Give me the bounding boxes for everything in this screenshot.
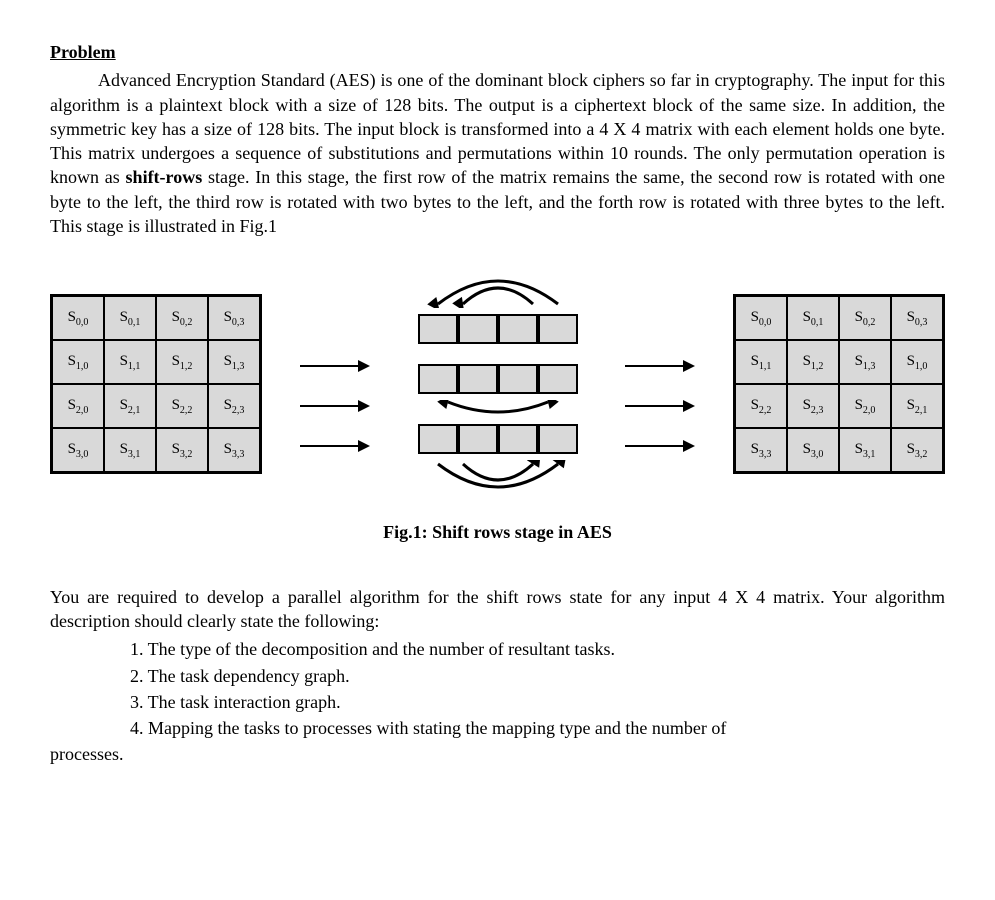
req-1: 1. The type of the decomposition and the… <box>130 637 945 661</box>
sub: 3,3 <box>759 449 772 460</box>
sub: 1,2 <box>811 361 824 372</box>
sub: 3,2 <box>915 449 928 460</box>
sub: 0,2 <box>180 317 193 328</box>
sub: 1,2 <box>180 361 193 372</box>
cell: S2,1 <box>104 384 156 428</box>
sub: 0,1 <box>128 317 141 328</box>
cell: S0,1 <box>104 296 156 341</box>
cell: S3,0 <box>52 428 105 473</box>
figure-caption: Fig.1: Shift rows stage in AES <box>50 520 945 544</box>
req-3: 3. The task interaction graph. <box>130 690 945 714</box>
cell: S2,0 <box>52 384 105 428</box>
sub: 1,1 <box>759 361 772 372</box>
rot-row-1 <box>418 314 578 344</box>
sub: 2,1 <box>128 405 141 416</box>
sub: 1,3 <box>232 361 245 372</box>
cell: S3,3 <box>735 428 788 473</box>
cell: S0,1 <box>787 296 839 341</box>
cell: S1,3 <box>839 340 891 384</box>
sub: 0,3 <box>232 317 245 328</box>
sub: 0,0 <box>759 317 772 328</box>
sub: 2,1 <box>915 405 928 416</box>
arrow-icon <box>625 356 695 376</box>
arrow-icon <box>300 356 370 376</box>
sub: 2,2 <box>180 405 193 416</box>
sub: 1,3 <box>863 361 876 372</box>
arrow-icon <box>300 436 370 456</box>
cell: S3,3 <box>208 428 261 473</box>
rotate-arc-bottom <box>408 460 588 500</box>
rot-row-2 <box>418 364 578 394</box>
p1-bold: shift-rows <box>126 167 203 187</box>
sub: 3,0 <box>811 449 824 460</box>
rotate-arc-top <box>408 268 588 308</box>
cell: S3,2 <box>156 428 208 473</box>
cell: S1,0 <box>891 340 944 384</box>
cell: S2,0 <box>839 384 891 428</box>
sub: 2,3 <box>811 405 824 416</box>
sub: 3,3 <box>232 449 245 460</box>
arrow-icon <box>625 436 695 456</box>
sub: 3,1 <box>863 449 876 460</box>
cell: S1,0 <box>52 340 105 384</box>
req-2: 2. The task dependency graph. <box>130 664 945 688</box>
sub: 2,3 <box>232 405 245 416</box>
sub: 0,2 <box>863 317 876 328</box>
cell: S3,0 <box>787 428 839 473</box>
cell: S0,0 <box>52 296 105 341</box>
arrow-icon <box>300 396 370 416</box>
sub: 1,0 <box>76 361 89 372</box>
req-4: 4. Mapping the tasks to processes with s… <box>130 716 945 740</box>
sub: 3,2 <box>180 449 193 460</box>
output-matrix: S0,0 S0,1 S0,2 S0,3 S1,1 S1,2 S1,3 S1,0 … <box>733 294 945 474</box>
sub: 2,2 <box>759 405 772 416</box>
paragraph-2: You are required to develop a parallel a… <box>50 585 945 634</box>
arrow-icon <box>625 396 695 416</box>
cell: S2,3 <box>208 384 261 428</box>
sub: 1,1 <box>128 361 141 372</box>
requirements-list: 1. The type of the decomposition and the… <box>130 637 945 740</box>
cell: S2,1 <box>891 384 944 428</box>
cell: S2,2 <box>735 384 788 428</box>
cell: S1,2 <box>787 340 839 384</box>
req-4b: processes. <box>50 742 945 766</box>
cell: S2,3 <box>787 384 839 428</box>
rot-row-3 <box>418 424 578 454</box>
sub: 2,0 <box>76 405 89 416</box>
figure-1: S0,0 S0,1 S0,2 S0,3 S1,0 S1,1 S1,2 S1,3 … <box>50 268 945 500</box>
sub: 2,0 <box>863 405 876 416</box>
arrows-right <box>625 312 695 456</box>
sub: 1,0 <box>915 361 928 372</box>
sub: 0,3 <box>915 317 928 328</box>
paragraph-1: Advanced Encryption Standard (AES) is on… <box>50 68 945 238</box>
cell: S2,2 <box>156 384 208 428</box>
sub: 0,0 <box>76 317 89 328</box>
cell: S0,3 <box>208 296 261 341</box>
cell: S3,2 <box>891 428 944 473</box>
problem-heading: Problem <box>50 40 945 64</box>
cell: S1,1 <box>104 340 156 384</box>
cell: S0,2 <box>156 296 208 341</box>
rotate-arc-mid <box>408 400 588 418</box>
cell: S1,1 <box>735 340 788 384</box>
sub: 3,1 <box>128 449 141 460</box>
cell: S3,1 <box>839 428 891 473</box>
sub: 3,0 <box>76 449 89 460</box>
cell: S1,3 <box>208 340 261 384</box>
input-matrix: S0,0 S0,1 S0,2 S0,3 S1,0 S1,1 S1,2 S1,3 … <box>50 294 262 474</box>
cell: S0,0 <box>735 296 788 341</box>
cell: S1,2 <box>156 340 208 384</box>
cell: S0,2 <box>839 296 891 341</box>
rotation-diagrams <box>408 268 588 500</box>
sub: 0,1 <box>811 317 824 328</box>
cell: S0,3 <box>891 296 944 341</box>
cell: S3,1 <box>104 428 156 473</box>
arrows-left <box>300 312 370 456</box>
